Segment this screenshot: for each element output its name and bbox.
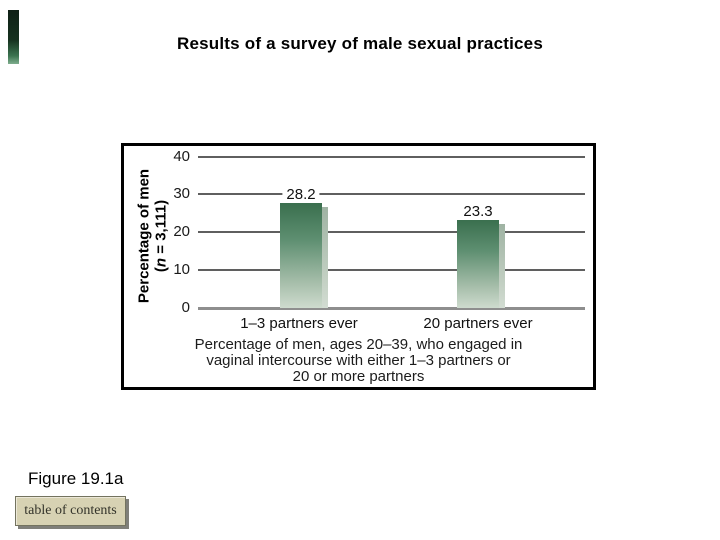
- bar-value-label-20-partners: 23.3: [459, 204, 497, 220]
- chart-caption-line1: Percentage of men, ages 20–39, who engag…: [194, 336, 523, 353]
- chart-caption-line2: vaginal intercourse with either 1–3 part…: [206, 352, 511, 369]
- table-of-contents-button-label: table of contents: [24, 503, 117, 518]
- gridline-10: [198, 269, 585, 271]
- category-label-20-partners: 20 partners ever: [423, 315, 533, 332]
- chart-frame: Percentage of men (n = 3,111) 40 30 20 1…: [121, 143, 596, 390]
- bar-value-label-1-3-partners: 28.2: [282, 187, 320, 203]
- bar-shadow-1-3-partners: [322, 207, 328, 308]
- y-tick-label-40: 40: [173, 148, 190, 165]
- bar-1-3-partners: [280, 203, 322, 308]
- category-label-1-3-partners: 1–3 partners ever: [240, 315, 358, 332]
- y-tick-label-30: 30: [173, 185, 190, 202]
- table-of-contents-button[interactable]: table of contents: [15, 496, 126, 526]
- gridline-20: [198, 231, 585, 233]
- gridline-40: [198, 156, 585, 158]
- x-axis-baseline: [198, 307, 585, 310]
- figure-label: Figure 19.1a: [28, 469, 124, 488]
- slide-title: Results of a survey of male sexual pract…: [177, 34, 543, 53]
- bar-shadow-20-partners: [499, 224, 505, 308]
- slide-accent-bar: [8, 10, 19, 64]
- bar-20-partners: [457, 220, 499, 308]
- y-tick-label-0: 0: [181, 299, 190, 316]
- y-tick-label-10: 10: [173, 261, 190, 278]
- chart-caption: Percentage of men, ages 20–39, who engag…: [124, 337, 593, 385]
- gridline-30: [198, 193, 585, 195]
- chart-caption-line3: 20 or more partners: [292, 368, 425, 385]
- y-tick-label-20: 20: [173, 223, 190, 240]
